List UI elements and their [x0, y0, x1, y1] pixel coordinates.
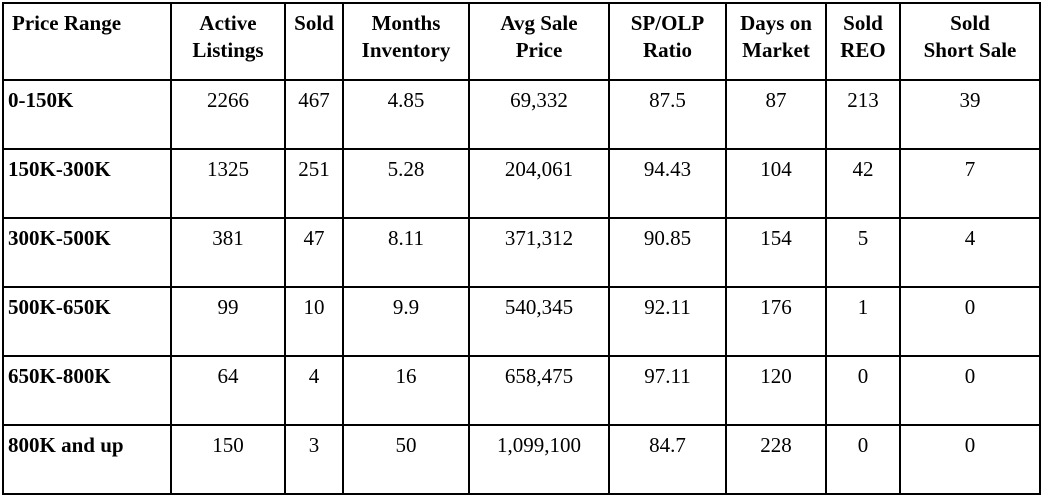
table-row: 150K-300K 1325 251 5.28 204,061 94.43 10… — [2, 148, 1041, 219]
months-inventory-cell: 50 — [342, 424, 470, 495]
sold-short-sale-cell: 39 — [899, 79, 1041, 150]
price-range-cell: 500K-650K — [2, 286, 172, 357]
sp-olp-ratio-cell: 94.43 — [608, 148, 727, 219]
sold-reo-cell: 0 — [825, 424, 901, 495]
header-sold: Sold — [284, 2, 344, 81]
price-range-cell: 150K-300K — [2, 148, 172, 219]
sold-short-sale-cell: 7 — [899, 148, 1041, 219]
days-on-market-cell: 104 — [725, 148, 827, 219]
sp-olp-ratio-cell: 92.11 — [608, 286, 727, 357]
sold-short-sale-cell: 0 — [899, 286, 1041, 357]
header-sold-short-sale: Sold Short Sale — [899, 2, 1041, 81]
header-avg-sale-price: Avg Sale Price — [468, 2, 610, 81]
sold-reo-cell: 213 — [825, 79, 901, 150]
active-listings-cell: 99 — [170, 286, 286, 357]
sold-short-sale-cell: 0 — [899, 424, 1041, 495]
header-active-listings: Active Listings — [170, 2, 286, 81]
days-on-market-cell: 87 — [725, 79, 827, 150]
months-inventory-cell: 16 — [342, 355, 470, 426]
table-row: 650K-800K 64 4 16 658,475 97.11 120 0 0 — [2, 355, 1041, 426]
days-on-market-cell: 228 — [725, 424, 827, 495]
active-listings-cell: 64 — [170, 355, 286, 426]
price-range-cell: 0-150K — [2, 79, 172, 150]
header-sp-olp-ratio: SP/OLP Ratio — [608, 2, 727, 81]
sold-short-sale-cell: 4 — [899, 217, 1041, 288]
table-row: 0-150K 2266 467 4.85 69,332 87.5 87 213 … — [2, 79, 1041, 150]
header-days-on-market: Days on Market — [725, 2, 827, 81]
avg-sale-price-cell: 1,099,100 — [468, 424, 610, 495]
sold-cell: 4 — [284, 355, 344, 426]
sold-cell: 10 — [284, 286, 344, 357]
avg-sale-price-cell: 204,061 — [468, 148, 610, 219]
sold-short-sale-cell: 0 — [899, 355, 1041, 426]
table-row: 300K-500K 381 47 8.11 371,312 90.85 154 … — [2, 217, 1041, 288]
sp-olp-ratio-cell: 97.11 — [608, 355, 727, 426]
sold-cell: 47 — [284, 217, 344, 288]
avg-sale-price-cell: 69,332 — [468, 79, 610, 150]
price-range-cell: 650K-800K — [2, 355, 172, 426]
days-on-market-cell: 176 — [725, 286, 827, 357]
header-row: Price Range Active Listings Sold Months … — [2, 2, 1041, 81]
active-listings-cell: 2266 — [170, 79, 286, 150]
active-listings-cell: 1325 — [170, 148, 286, 219]
sold-reo-cell: 5 — [825, 217, 901, 288]
avg-sale-price-cell: 658,475 — [468, 355, 610, 426]
price-range-cell: 800K and up — [2, 424, 172, 495]
sold-cell: 3 — [284, 424, 344, 495]
months-inventory-cell: 8.11 — [342, 217, 470, 288]
sold-reo-cell: 0 — [825, 355, 901, 426]
avg-sale-price-cell: 371,312 — [468, 217, 610, 288]
price-range-cell: 300K-500K — [2, 217, 172, 288]
days-on-market-cell: 120 — [725, 355, 827, 426]
table-row: 500K-650K 99 10 9.9 540,345 92.11 176 1 … — [2, 286, 1041, 357]
sold-cell: 467 — [284, 79, 344, 150]
header-price-range: Price Range — [2, 2, 172, 81]
header-months-inventory: Months Inventory — [342, 2, 470, 81]
months-inventory-cell: 9.9 — [342, 286, 470, 357]
table-row: 800K and up 150 3 50 1,099,100 84.7 228 … — [2, 424, 1041, 495]
header-sold-reo: Sold REO — [825, 2, 901, 81]
sp-olp-ratio-cell: 87.5 — [608, 79, 727, 150]
months-inventory-cell: 5.28 — [342, 148, 470, 219]
sp-olp-ratio-cell: 90.85 — [608, 217, 727, 288]
active-listings-cell: 150 — [170, 424, 286, 495]
sold-cell: 251 — [284, 148, 344, 219]
active-listings-cell: 381 — [170, 217, 286, 288]
days-on-market-cell: 154 — [725, 217, 827, 288]
sold-reo-cell: 42 — [825, 148, 901, 219]
avg-sale-price-cell: 540,345 — [468, 286, 610, 357]
sp-olp-ratio-cell: 84.7 — [608, 424, 727, 495]
months-inventory-cell: 4.85 — [342, 79, 470, 150]
sold-reo-cell: 1 — [825, 286, 901, 357]
